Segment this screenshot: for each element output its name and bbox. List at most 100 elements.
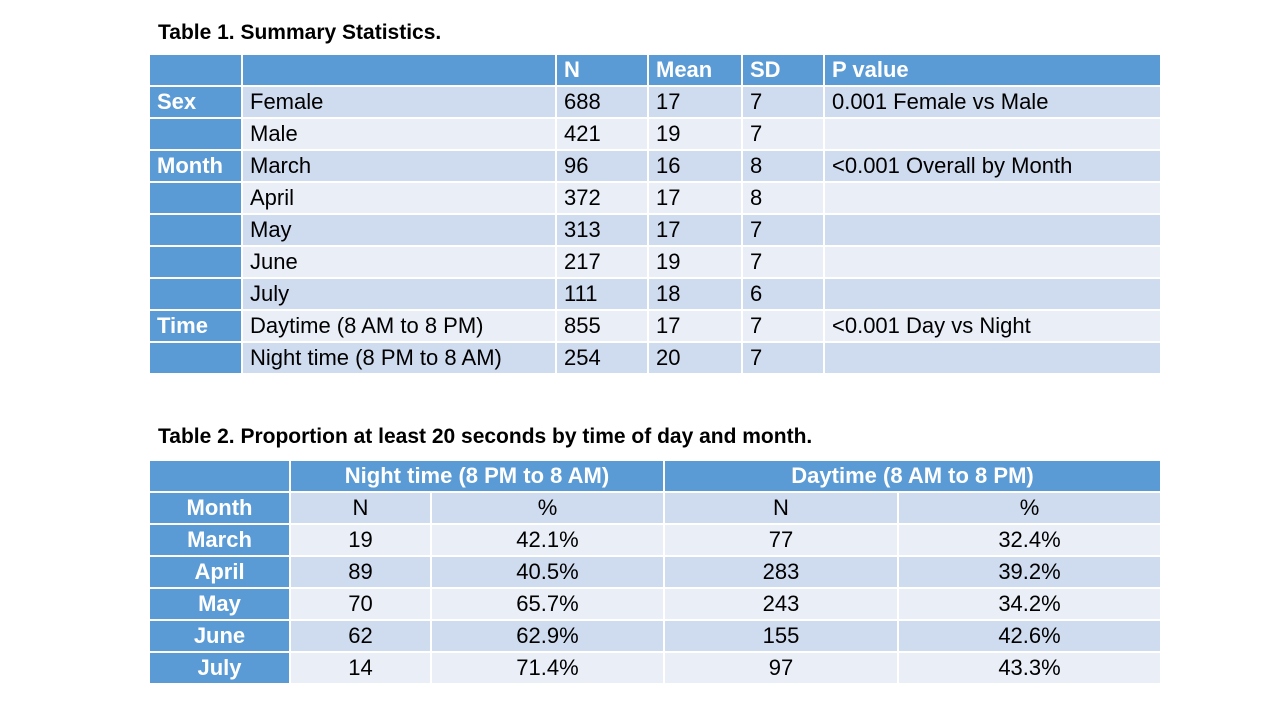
row-mean: 17 <box>647 85 743 119</box>
header-p-value: P value <box>823 53 1162 87</box>
row-sd: 7 <box>741 213 825 247</box>
row-p-value <box>823 181 1162 215</box>
row-group <box>148 277 243 311</box>
row-n: 217 <box>555 245 649 279</box>
row-sd: 7 <box>741 309 825 343</box>
row-day-n: 97 <box>663 651 899 685</box>
row-month: June <box>148 619 291 653</box>
table-row: May 313 17 7 <box>148 213 1162 247</box>
table-row: April 89 40.5% 283 39.2% <box>148 555 1163 589</box>
row-day-n: 283 <box>663 555 899 589</box>
row-group: Month <box>148 149 243 183</box>
proportion-table: Night time (8 PM to 8 AM) Daytime (8 AM … <box>148 459 1163 685</box>
row-label: Daytime (8 AM to 8 PM) <box>241 309 557 343</box>
row-n: 111 <box>555 277 649 311</box>
row-mean: 16 <box>647 149 743 183</box>
row-p-value: 0.001 Female vs Male <box>823 85 1162 119</box>
group-header-row: Night time (8 PM to 8 AM) Daytime (8 AM … <box>148 459 1163 493</box>
row-mean: 17 <box>647 213 743 247</box>
table-row: July 111 18 6 <box>148 277 1162 311</box>
row-sd: 7 <box>741 341 825 375</box>
table-header-row: N Mean SD P value <box>148 53 1162 87</box>
row-p-value <box>823 341 1162 375</box>
row-month: July <box>148 651 291 685</box>
table-row: June 217 19 7 <box>148 245 1162 279</box>
row-group <box>148 181 243 215</box>
table-row: March 19 42.1% 77 32.4% <box>148 523 1163 557</box>
row-night-n: 62 <box>289 619 432 653</box>
row-sd: 7 <box>741 117 825 151</box>
row-p-value <box>823 117 1162 151</box>
table1-caption: Table 1. Summary Statistics. <box>158 21 442 44</box>
header-month: Month <box>148 491 291 525</box>
header-cell <box>241 53 557 87</box>
row-p-value: <0.001 Overall by Month <box>823 149 1162 183</box>
row-group <box>148 245 243 279</box>
sub-header-row: Month N % N % <box>148 491 1163 525</box>
row-n: 254 <box>555 341 649 375</box>
table-row: Male 421 19 7 <box>148 117 1162 151</box>
header-day-n: N <box>663 491 899 525</box>
row-label: June <box>241 245 557 279</box>
table-row: Month March 96 16 8 <0.001 Overall by Mo… <box>148 149 1162 183</box>
row-night-pct: 62.9% <box>430 619 665 653</box>
row-night-pct: 65.7% <box>430 587 665 621</box>
header-daytime: Daytime (8 AM to 8 PM) <box>662 459 1163 493</box>
table-row: Time Daytime (8 AM to 8 PM) 855 17 7 <0.… <box>148 309 1162 343</box>
row-day-n: 77 <box>663 523 899 557</box>
row-label: May <box>241 213 557 247</box>
row-day-pct: 42.6% <box>896 619 1163 653</box>
table-row: Sex Female 688 17 7 0.001 Female vs Male <box>148 85 1162 119</box>
row-mean: 19 <box>647 245 743 279</box>
row-group <box>148 341 243 375</box>
table-row: Night time (8 PM to 8 AM) 254 20 7 <box>148 341 1162 375</box>
row-label: Female <box>241 85 557 119</box>
table-row: June 62 62.9% 155 42.6% <box>148 619 1163 653</box>
row-sd: 7 <box>741 245 825 279</box>
header-night-n: N <box>289 491 432 525</box>
row-day-pct: 34.2% <box>896 587 1163 621</box>
header-cell <box>148 459 291 493</box>
row-night-n: 89 <box>289 555 432 589</box>
table-row: April 372 17 8 <box>148 181 1162 215</box>
table-row: May 70 65.7% 243 34.2% <box>148 587 1163 621</box>
row-month: May <box>148 587 291 621</box>
row-night-pct: 71.4% <box>430 651 665 685</box>
row-p-value <box>823 213 1162 247</box>
row-n: 96 <box>555 149 649 183</box>
header-sd: SD <box>741 53 825 87</box>
row-sd: 8 <box>741 181 825 215</box>
summary-statistics-table: N Mean SD P value Sex Female 688 17 7 0.… <box>148 53 1162 375</box>
row-day-pct: 43.3% <box>896 651 1163 685</box>
row-n: 372 <box>555 181 649 215</box>
header-night-pct: % <box>430 491 665 525</box>
row-month: April <box>148 555 291 589</box>
header-night-time: Night time (8 PM to 8 AM) <box>289 459 665 493</box>
row-mean: 19 <box>647 117 743 151</box>
row-month: March <box>148 523 291 557</box>
row-p-value: <0.001 Day vs Night <box>823 309 1162 343</box>
row-label: March <box>241 149 557 183</box>
table2-caption: Table 2. Proportion at least 20 seconds … <box>158 425 813 448</box>
header-cell <box>148 53 243 87</box>
row-day-n: 155 <box>663 619 899 653</box>
row-n: 855 <box>555 309 649 343</box>
row-n: 313 <box>555 213 649 247</box>
row-mean: 17 <box>647 181 743 215</box>
row-mean: 17 <box>647 309 743 343</box>
header-n: N <box>555 53 649 87</box>
row-mean: 20 <box>647 341 743 375</box>
row-night-pct: 40.5% <box>430 555 665 589</box>
row-label: April <box>241 181 557 215</box>
row-sd: 6 <box>741 277 825 311</box>
row-group <box>148 213 243 247</box>
row-day-pct: 39.2% <box>896 555 1163 589</box>
row-sd: 8 <box>741 149 825 183</box>
row-day-n: 243 <box>663 587 899 621</box>
row-label: Male <box>241 117 557 151</box>
table-row: July 14 71.4% 97 43.3% <box>148 651 1163 685</box>
row-p-value <box>823 245 1162 279</box>
row-label: July <box>241 277 557 311</box>
row-p-value <box>823 277 1162 311</box>
row-label: Night time (8 PM to 8 AM) <box>241 341 557 375</box>
